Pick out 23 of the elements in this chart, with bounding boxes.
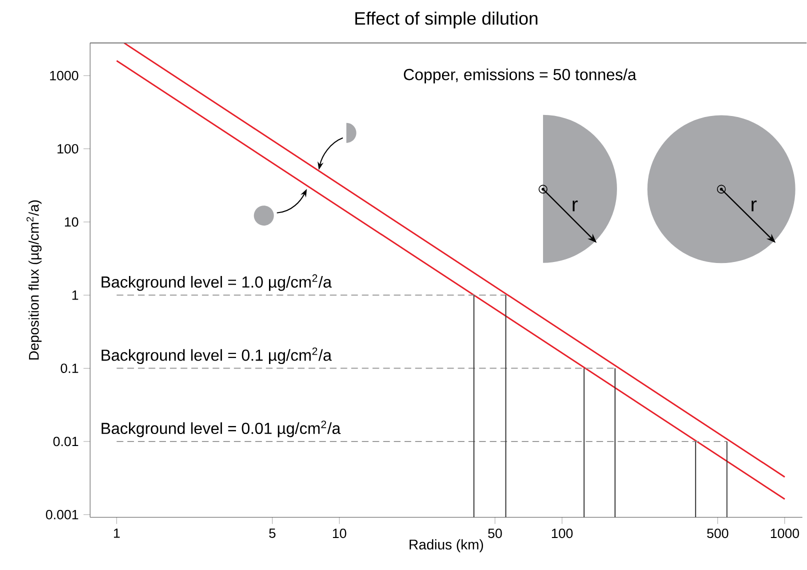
x-tick-label: 1000 bbox=[770, 528, 800, 538]
annotation: Copper, emissions = 50 tonnes/a bbox=[404, 68, 636, 84]
x-tick-label: 100 bbox=[552, 528, 573, 538]
annotation: Background level = 0.01 µg/cm$^{2}$/a bbox=[102, 420, 341, 438]
y-tick-label: 1 bbox=[72, 290, 78, 300]
y-tick-label: 10 bbox=[64, 217, 78, 227]
y-tick-label: 0.1 bbox=[60, 364, 78, 374]
x-tick-label: 10 bbox=[332, 528, 346, 538]
annotation: Background level = 1.0 µg/cm$^{2}$/a bbox=[102, 274, 332, 292]
x-tick-label: 50 bbox=[488, 528, 502, 538]
y-tick-label: 1000 bbox=[50, 71, 78, 80]
y-tick-label: 0.001 bbox=[46, 510, 78, 520]
x-tick-label: 5 bbox=[269, 528, 276, 538]
chart-title: Effect of simple dilution bbox=[355, 12, 538, 29]
y-tick-label: 100 bbox=[58, 144, 78, 154]
x-tick-label: 500 bbox=[707, 528, 728, 538]
annotation: Background level = 0.1 µg/cm$^{2}$/a bbox=[102, 348, 332, 364]
y-axis-title: Deposition flux (µg/cm$^{2}$/a) bbox=[26, 200, 42, 360]
x-tick-label: 1 bbox=[114, 528, 120, 538]
annotation: r bbox=[752, 200, 757, 212]
y-tick-label: 0.01 bbox=[53, 436, 78, 446]
annotation: r bbox=[572, 200, 578, 212]
x-axis-title: Radius (km) bbox=[410, 539, 484, 552]
